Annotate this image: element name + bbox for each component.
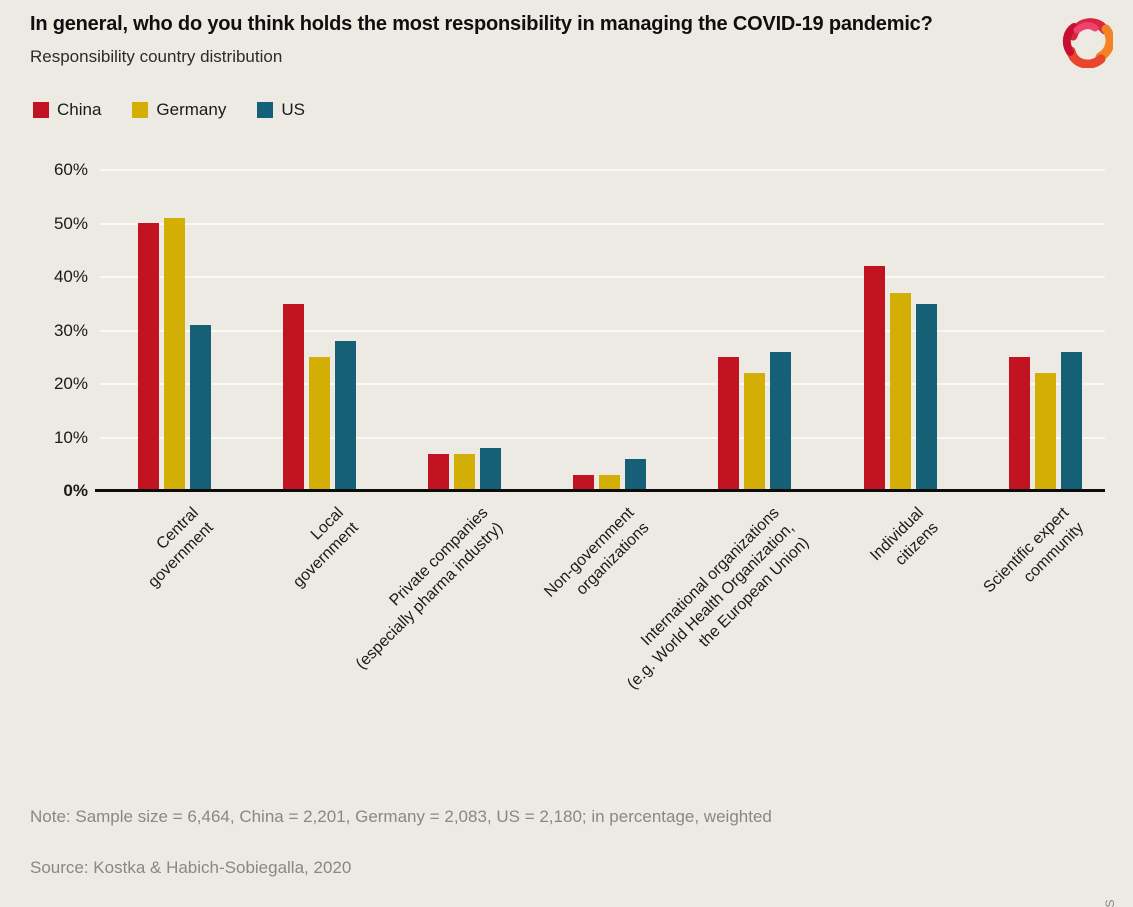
- bar-us-6: [916, 304, 937, 491]
- gridline-60: [100, 169, 1105, 171]
- gridline-20: [100, 383, 1105, 385]
- sample-note: Note: Sample size = 6,464, China = 2,201…: [30, 807, 772, 826]
- gridline-30: [100, 330, 1105, 332]
- bar-us-3: [480, 448, 501, 491]
- x-axis-label-line: (especially pharma industry): [352, 519, 507, 673]
- x-axis-label-line: (e.g. World Health Organization,: [623, 519, 798, 693]
- bar-us-5: [770, 352, 791, 491]
- bar-china-7: [1009, 357, 1030, 491]
- gridline-10: [100, 437, 1105, 439]
- legend-label: China: [57, 100, 102, 119]
- legend-label: US: [281, 100, 305, 119]
- page-subtitle: Responsibility country distribution: [30, 47, 283, 66]
- copyright-label: © MERICS: [1103, 898, 1117, 907]
- bar-china-5: [718, 357, 739, 491]
- bar-china-2: [283, 304, 304, 491]
- y-axis-tick-0: 0%: [63, 481, 88, 500]
- bar-germany-6: [890, 293, 911, 491]
- bar-germany-4: [599, 475, 620, 491]
- bar-germany-2: [309, 357, 330, 491]
- bar-china-6: [864, 266, 885, 491]
- y-axis-tick-40: 40%: [53, 267, 88, 286]
- bar-germany-3: [454, 454, 475, 491]
- chart-legend: China Germany US: [33, 100, 305, 120]
- gridline-40: [100, 276, 1105, 278]
- bar-us-2: [335, 341, 356, 491]
- bar-germany-7: [1035, 373, 1056, 491]
- y-axis-tick-30: 30%: [53, 321, 88, 340]
- gridline-50: [100, 223, 1105, 225]
- bar-germany-1: [164, 218, 185, 491]
- legend-item-germany: Germany: [132, 100, 226, 120]
- x-axis-label-4: Non-government organizations: [540, 503, 654, 617]
- source-credit: Source: Kostka & Habich-Sobiegalla, 2020: [30, 858, 352, 877]
- x-axis-label-line: Private companies: [386, 504, 492, 610]
- bar-us-1: [190, 325, 211, 491]
- bar-us-7: [1061, 352, 1082, 491]
- x-axis-label-1: Central government: [128, 503, 217, 592]
- y-axis-tick-50: 50%: [53, 214, 88, 233]
- x-axis-label-6: Individual citizens: [866, 503, 944, 581]
- merics-logo-swirl-icon: [1062, 18, 1115, 69]
- legend-label: Germany: [156, 100, 227, 119]
- legend-swatch-icon: [33, 102, 49, 118]
- y-axis-tick-60: 60%: [53, 160, 88, 179]
- legend-swatch-icon: [257, 102, 274, 118]
- legend-item-us: US: [257, 100, 305, 120]
- bar-china-4: [573, 475, 594, 491]
- x-axis-line: [95, 489, 1105, 492]
- legend-item-china: China: [33, 100, 101, 120]
- y-axis-tick-20: 20%: [53, 374, 88, 393]
- x-axis-label-7: Scientific expert community: [979, 503, 1089, 613]
- bar-us-4: [625, 459, 646, 491]
- bar-china-1: [138, 223, 159, 491]
- merics-logo-icon: [1061, 16, 1115, 69]
- page-title: In general, who do you think holds the m…: [30, 13, 933, 35]
- x-axis-label-2: Local government: [273, 503, 362, 592]
- bar-china-3: [428, 454, 449, 491]
- x-axis-label-3: Private companies (especially pharma indu…: [337, 503, 508, 674]
- y-axis-tick-10: 10%: [53, 428, 88, 447]
- bar-germany-5: [744, 373, 765, 491]
- legend-swatch-icon: [132, 102, 149, 118]
